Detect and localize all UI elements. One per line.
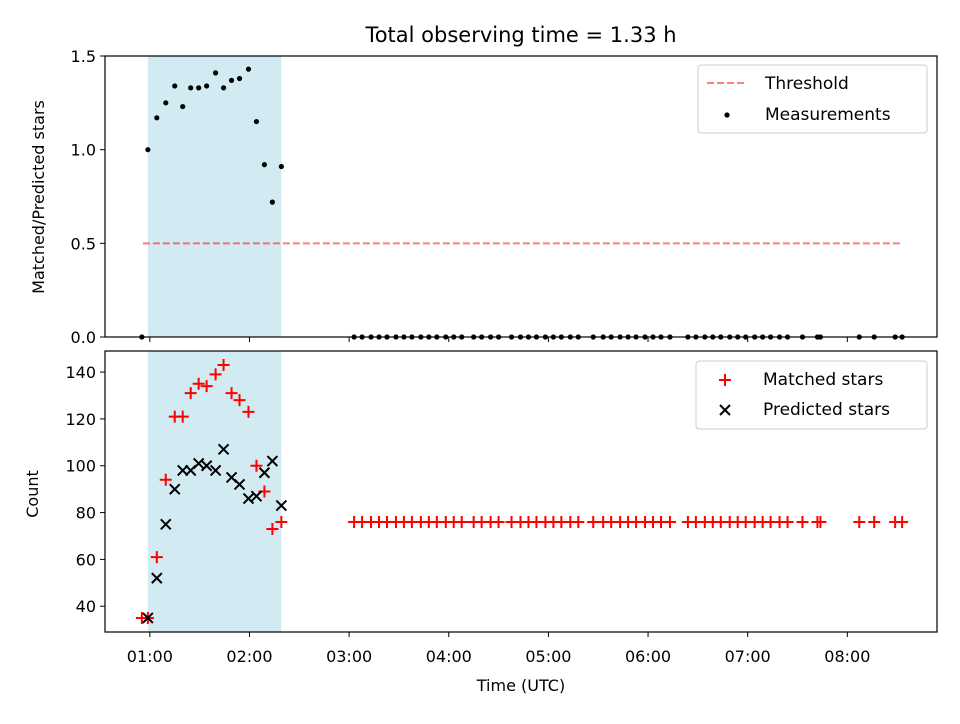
chart-title: Total observing time = 1.33 h (364, 23, 676, 47)
measurement-point (228, 77, 235, 83)
matched-stars-point (868, 515, 881, 528)
x-tick-label: 01:00 (127, 647, 173, 666)
predicted-stars-point (209, 464, 222, 477)
legend-predicted-swatch (719, 404, 731, 416)
predicted-stars-point (217, 443, 230, 456)
bottom-plot-frame (104, 350, 938, 633)
bottom-legend: Matched stars Predicted stars (695, 360, 928, 430)
matched-stars-point (200, 380, 213, 393)
matched-stars-point (896, 515, 909, 528)
matched-stars-point (781, 515, 794, 528)
bottom-y-tick-label: 100 (65, 457, 96, 476)
legend-measurements-swatch (724, 112, 730, 118)
bottom-y-tick-label: 60 (76, 550, 96, 569)
legend-threshold-label: Threshold (764, 74, 849, 94)
top-legend: Threshold Measurements (697, 64, 928, 134)
matched-stars-point (184, 387, 197, 400)
bottom-y-tick-label: 140 (65, 363, 96, 382)
x-tick-label: 05:00 (525, 647, 571, 666)
matched-stars-point (853, 515, 866, 528)
predicted-stars-point (250, 490, 263, 502)
predicted-stars-point (275, 499, 288, 512)
matched-stars-point (242, 405, 255, 418)
legend-matched-swatch (719, 374, 731, 386)
top-legend-box (697, 64, 928, 134)
matched-stars-point (192, 377, 205, 390)
top-y-tick-label: 0.5 (71, 234, 96, 253)
measurement-point (188, 85, 194, 91)
measurement-point (261, 162, 268, 168)
x-axis-label: Time (UTC) (476, 676, 565, 695)
x-tick-label: 07:00 (725, 647, 771, 666)
predicted-stars-point (160, 518, 172, 530)
measurement-point (163, 100, 169, 106)
top-plot-frame (104, 55, 938, 338)
top-y-tick-label: 1.0 (71, 141, 96, 160)
matched-stars-point (250, 459, 263, 472)
matched-stars-point (176, 410, 189, 423)
top-y-tick-label: 0.0 (71, 328, 96, 347)
predicted-stars-point (200, 460, 213, 472)
predicted-stars-point (258, 467, 271, 479)
measurement-point (213, 70, 219, 76)
bottom-y-tick-label: 120 (65, 410, 96, 429)
matched-stars-point (663, 515, 676, 528)
measurement-point (245, 66, 252, 72)
matched-stars-point (814, 515, 827, 528)
predicted-stars-point (242, 492, 255, 505)
matched-stars-point (492, 515, 505, 528)
measurement-point (180, 103, 186, 110)
matched-stars-point (455, 515, 468, 528)
predicted-stars-point (192, 457, 205, 470)
x-tick-label: 02:00 (226, 647, 272, 666)
matched-stars-point (266, 522, 279, 535)
matched-stars-point (572, 515, 585, 528)
matched-stars-point (796, 515, 809, 528)
bottom-y-tick-label: 80 (76, 504, 96, 523)
measurement-point (236, 75, 243, 82)
legend-predicted-label: Predicted stars (763, 400, 890, 420)
bottom-y-tick-label: 40 (76, 597, 96, 616)
x-tick-label: 06:00 (625, 647, 671, 666)
bottom-y-axis-label: Count (23, 470, 42, 518)
x-tick-label: 03:00 (326, 647, 372, 666)
bottom-panel: 40 60 80 100 120 140 01:00 02:00 03:00 04:00 05:0… (23, 350, 938, 695)
matched-stars-point (159, 473, 172, 486)
matched-stars-point (275, 515, 288, 528)
top-observing-interval-band (147, 56, 282, 337)
measurement-point (253, 118, 260, 125)
matched-stars-point (150, 551, 163, 564)
matched-stars-point (233, 394, 246, 407)
measurement-point (269, 199, 275, 205)
predicted-stars-point (151, 572, 163, 584)
measurement-point (220, 85, 227, 91)
top-y-tick-label: 1.5 (71, 47, 96, 66)
measurement-point (145, 147, 151, 153)
measurement-point (154, 115, 160, 121)
matched-stars-point (225, 387, 238, 400)
legend-measurements-label: Measurements (765, 105, 891, 125)
measurement-point (204, 83, 210, 89)
bottom-legend-box (695, 360, 928, 430)
top-y-axis-label: Matched/Predicted stars (29, 100, 48, 294)
measurement-point (196, 85, 202, 91)
measurement-point (278, 163, 284, 170)
predicted-stars-point (233, 478, 246, 491)
matched-stars-point (209, 368, 222, 381)
x-tick-label: 04:00 (426, 647, 472, 666)
predicted-stars-point (169, 483, 181, 495)
legend-matched-label: Matched stars (763, 370, 883, 390)
predicted-stars-point (266, 455, 279, 467)
matched-stars-point (217, 359, 230, 372)
x-tick-label: 08:00 (824, 647, 870, 666)
top-panel: 0.0 0.5 1.0 1.5 Matched/Predicted stars Thr… (29, 47, 938, 347)
measurement-point (172, 83, 178, 89)
predicted-stars-point (142, 612, 154, 624)
